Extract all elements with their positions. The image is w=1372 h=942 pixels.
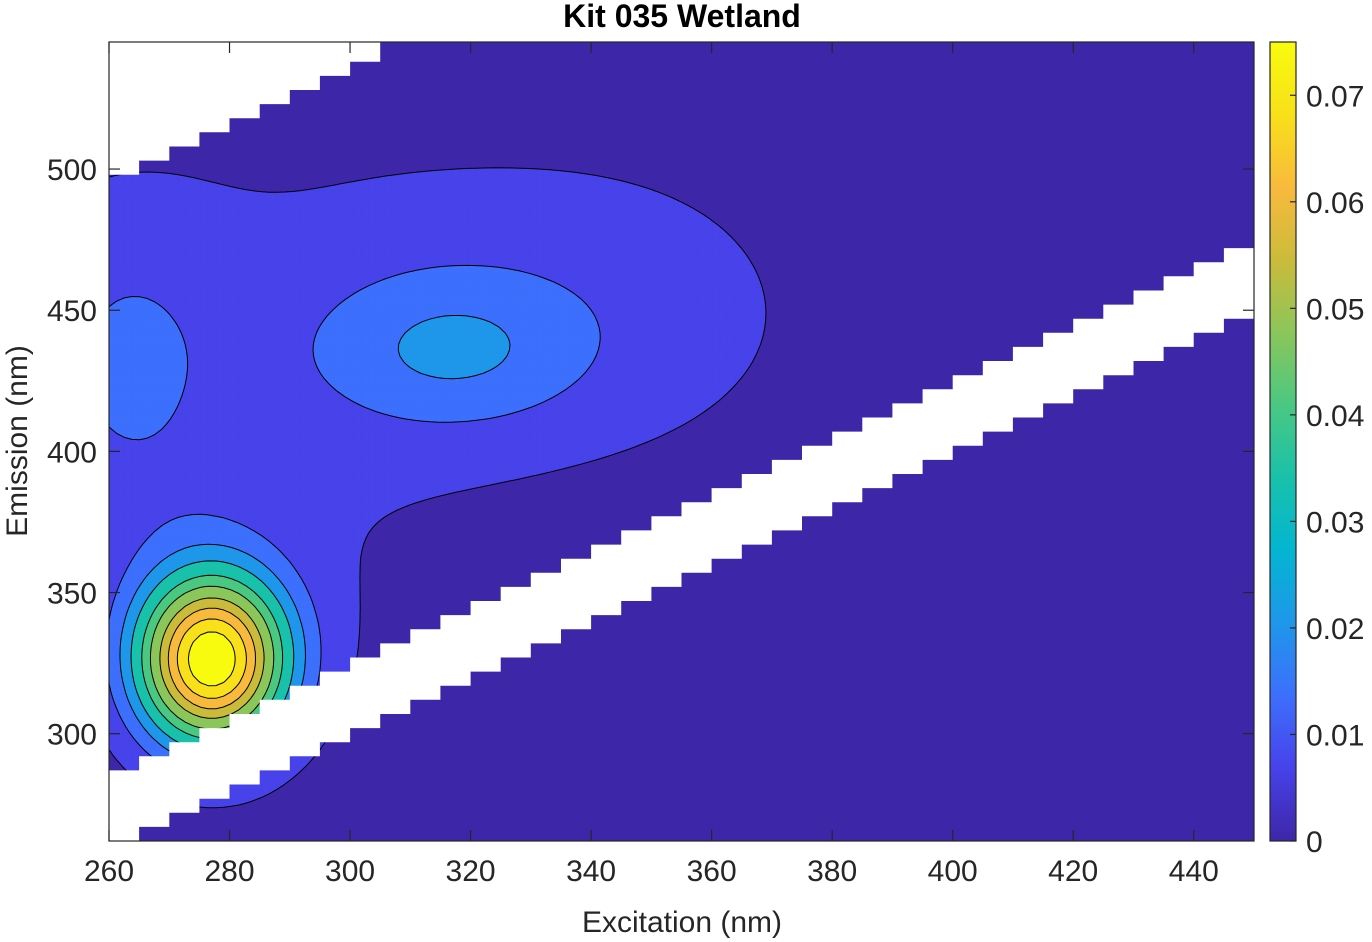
x-tick-label: 420: [1048, 855, 1098, 888]
colorbar-tick-label: 0.03: [1306, 506, 1364, 539]
x-tick-label: 300: [325, 855, 375, 888]
colorbar-tick-label: 0.07: [1306, 80, 1364, 113]
plot-area: [109, 42, 1254, 841]
contour-line-10: [187, 631, 236, 687]
colorbar-tick-label: 0.01: [1306, 719, 1364, 752]
chart-title: Kit 035 Wetland: [563, 0, 801, 34]
colorbar-tick-label: 0.05: [1306, 293, 1364, 326]
y-tick-label: 400: [47, 436, 97, 469]
x-tick-label: 440: [1169, 855, 1219, 888]
contour-line-7: [159, 597, 265, 719]
x-tick-label: 400: [928, 855, 978, 888]
scatter-band-mask: [109, 234, 1254, 841]
y-tick-label: 350: [47, 578, 97, 611]
x-tick-label: 340: [566, 855, 616, 888]
plot-frame: [108, 41, 1255, 842]
y-tick-label: 300: [47, 719, 97, 752]
colorbar-tick-label: 0.02: [1306, 613, 1364, 646]
colorbar-tick-label: 0.06: [1306, 187, 1364, 220]
y-tick-label: 450: [47, 295, 97, 328]
x-tick-label: 280: [204, 855, 254, 888]
x-axis-label: Excitation (nm): [582, 906, 782, 939]
x-tick-label: 260: [84, 855, 134, 888]
y-axis-label: Emission (nm): [1, 345, 34, 537]
corner-mask: [109, 42, 381, 189]
contour-line-9: [176, 618, 247, 699]
scatter-masks: [109, 42, 1254, 841]
contour-line-8: [167, 607, 256, 710]
y-tick-label: 500: [47, 154, 97, 187]
x-tick-label: 320: [446, 855, 496, 888]
x-tick-label: 380: [807, 855, 857, 888]
colorbar-gradient: [1269, 41, 1297, 842]
axes: 260 280 300 320 340 360 380 400 420 440 300 350 400 4…: [47, 41, 1255, 888]
colorbar-tick-label: 0: [1306, 826, 1323, 859]
colorbar-tick-label: 0.04: [1306, 400, 1364, 433]
colorbar: 0 0.01 0.02 0.03 0.04 0.05 0.06 0.07: [1269, 41, 1364, 859]
x-tick-label: 360: [687, 855, 737, 888]
